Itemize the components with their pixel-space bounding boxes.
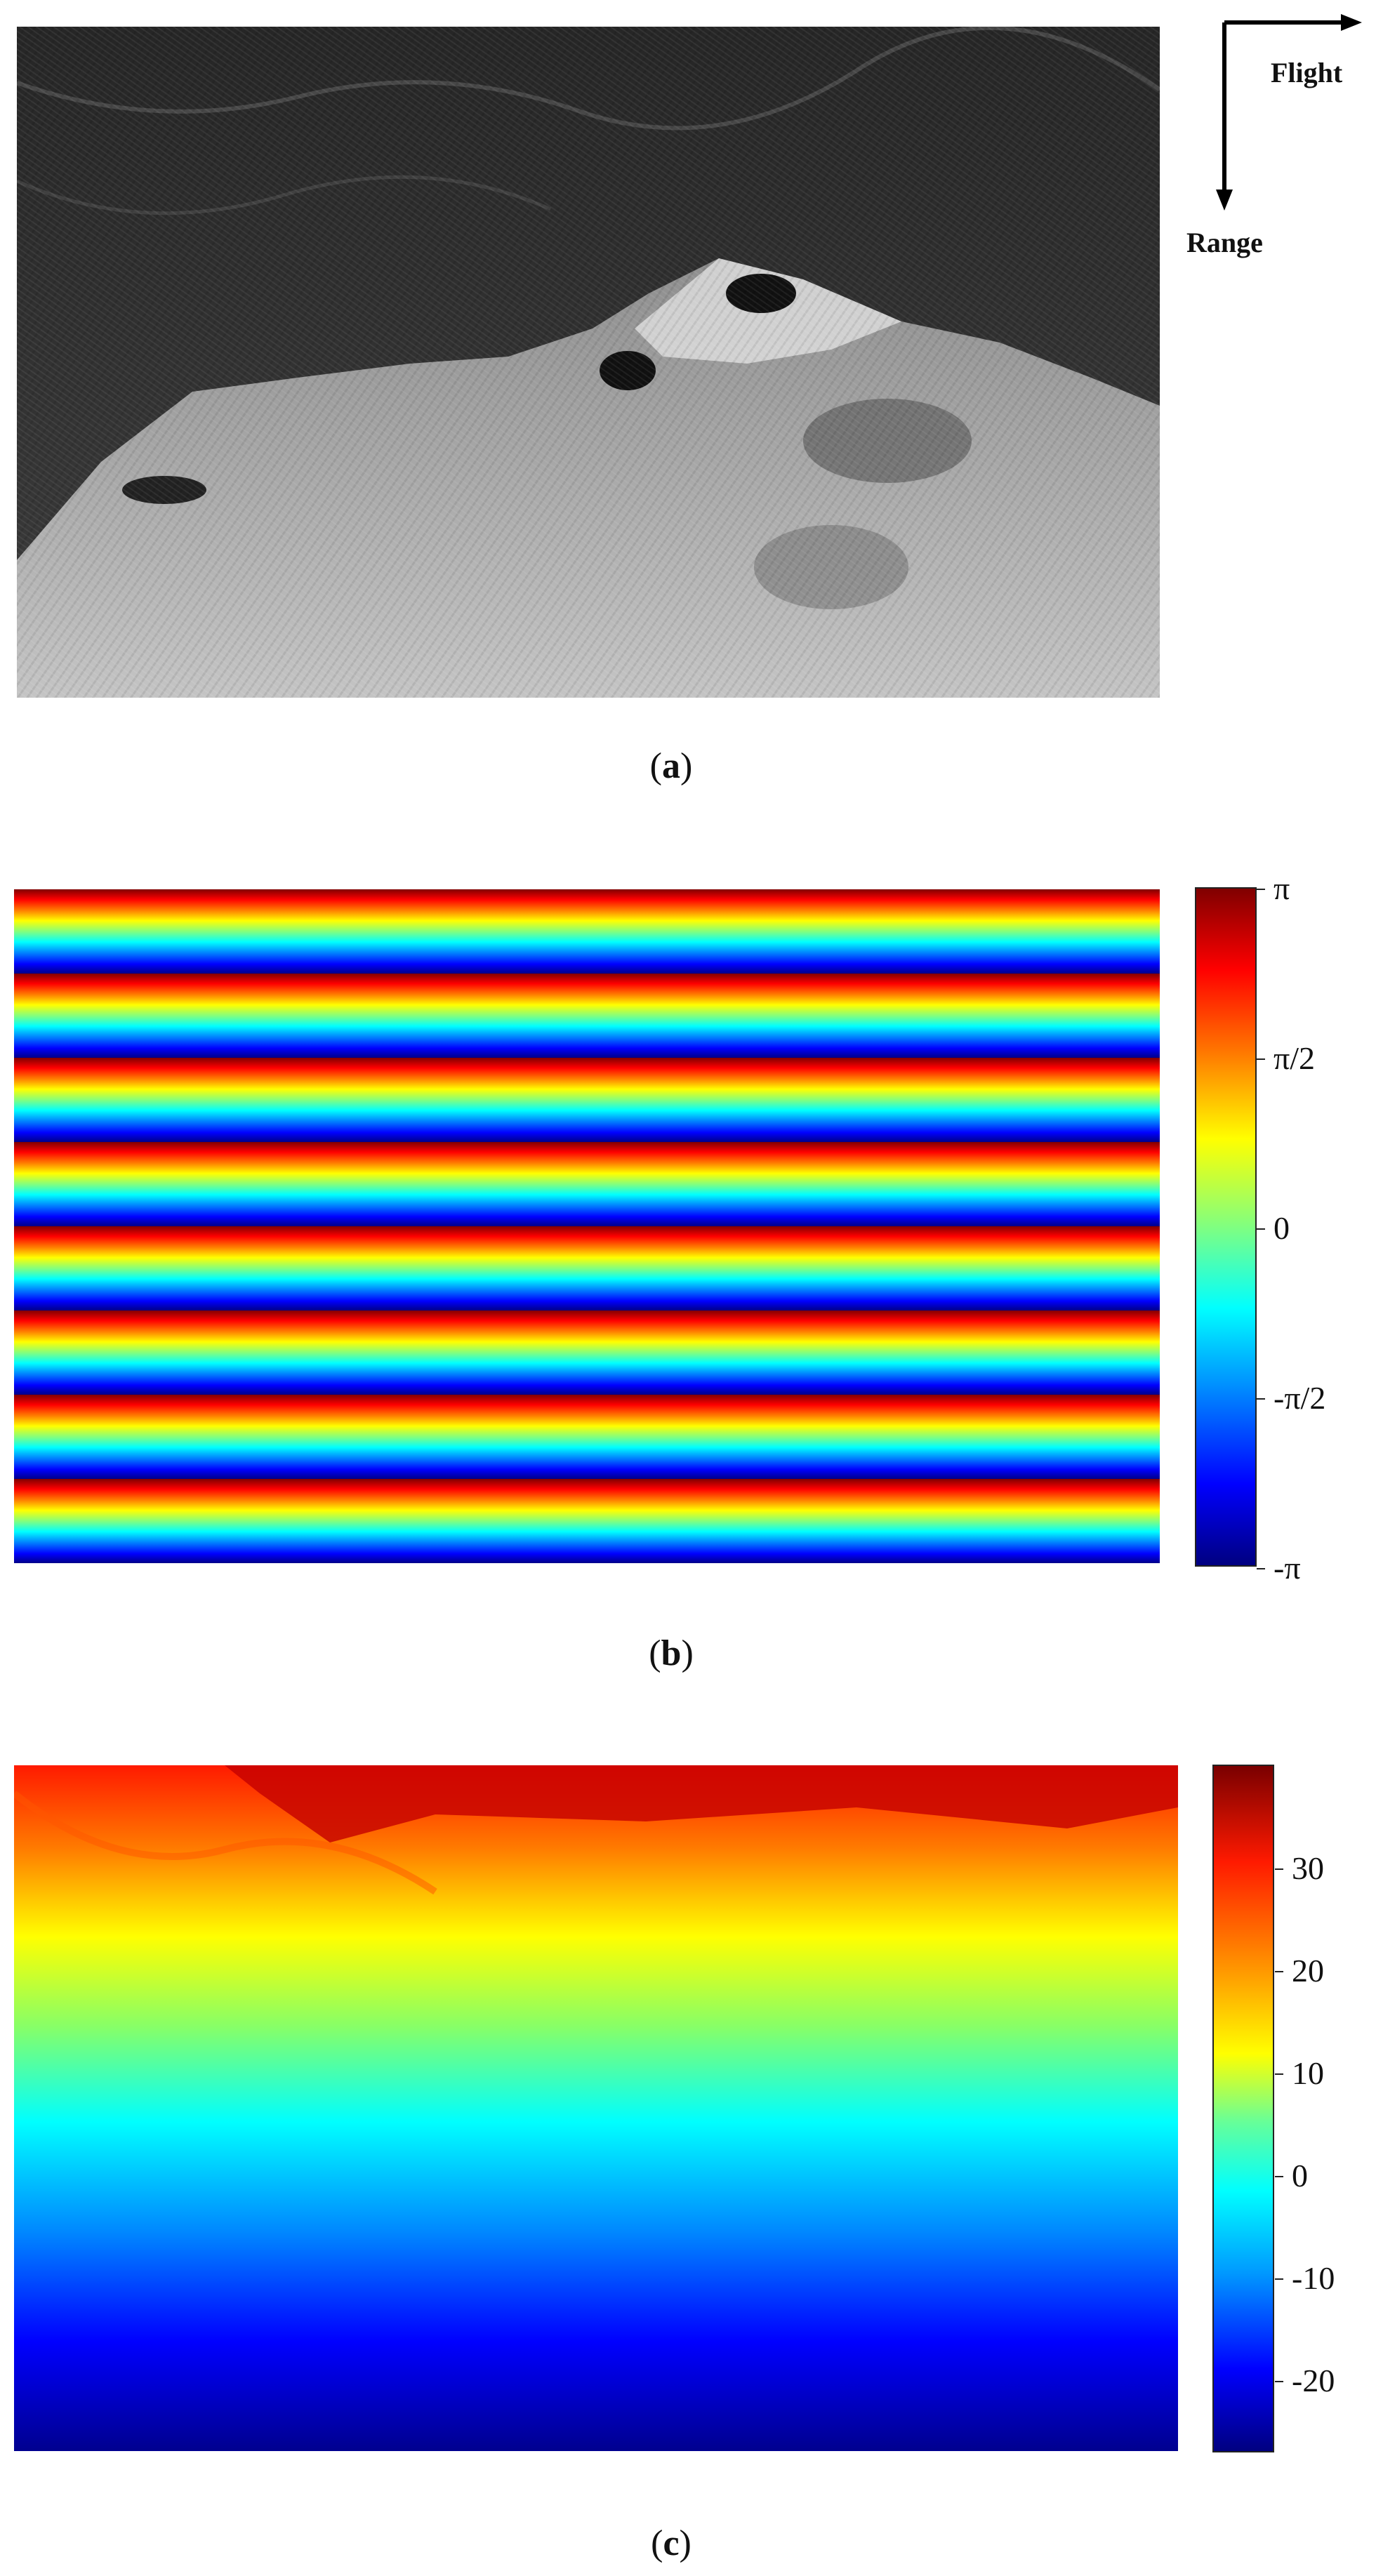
phase-colorbar-tick: -π [1257, 1550, 1301, 1586]
fringe-band [14, 1142, 1160, 1227]
caption-close-paren: ) [681, 1633, 694, 1673]
sar-dark-patch [754, 525, 908, 609]
unwrapped-colorbar-tick: 10 [1275, 2055, 1324, 2091]
wrapped-phase-image [14, 889, 1160, 1563]
fringe-band [14, 1226, 1160, 1311]
unwrapped-colorbar-tick: 30 [1275, 1850, 1324, 1886]
flight-label: Flight [1271, 57, 1343, 88]
sar-ridge-line [17, 27, 1160, 131]
phase-colorbar-tick: π [1256, 870, 1290, 906]
sar-dark-spot [122, 476, 206, 504]
fringe-band [14, 1058, 1160, 1143]
range-label: Range [1186, 227, 1263, 258]
caption-letter: a [662, 746, 680, 786]
fringe-band [14, 974, 1160, 1058]
flight-direction-arrow-icon [1224, 14, 1362, 31]
caption-open-paren: ( [649, 1633, 661, 1673]
caption-a: (a) [601, 745, 741, 788]
caption-letter: c [663, 2523, 680, 2563]
phase-colorbar-tick: 0 [1257, 1210, 1290, 1246]
caption-close-paren: ) [679, 2523, 692, 2563]
phase-colorbar [1195, 887, 1257, 1567]
sar-speckle-texture [17, 27, 1160, 698]
phase-colorbar-tick: π/2 [1256, 1040, 1316, 1076]
sar-amplitude-svg [17, 27, 1160, 698]
sar-dark-spot [726, 274, 796, 313]
sar-dark-spot [600, 351, 656, 390]
sar-ridge-line [17, 175, 552, 215]
unwrapped-colorbar-tick: 20 [1275, 1953, 1324, 1989]
unwrapped-phase-svg [14, 1765, 1178, 2451]
caption-letter: b [661, 1633, 682, 1673]
wrapped-phase-svg [14, 889, 1160, 1563]
range-direction-arrow-icon [1216, 22, 1233, 211]
unwrapped-terrain-artifact [14, 1791, 437, 1895]
unwrapped-colorbar [1212, 1765, 1274, 2452]
sar-amplitude-image [17, 27, 1160, 698]
unwrapped-high-region [225, 1765, 1178, 1843]
caption-open-paren: ( [651, 2523, 663, 2563]
fringe-band [14, 889, 1160, 974]
fringe-band [14, 1310, 1160, 1395]
unwrapped-phase-image [14, 1765, 1178, 2451]
fringe-band [14, 1479, 1160, 1563]
sar-dark-patch [803, 399, 972, 483]
unwrapped-colorbar-tick: -10 [1274, 2260, 1335, 2296]
caption-c: (c) [601, 2523, 741, 2565]
unwrapped-colorbar-tick: 0 [1275, 2158, 1308, 2193]
unwrapped-colorbar-tick: -20 [1274, 2363, 1335, 2398]
fringe-band [14, 1395, 1160, 1480]
direction-arrows [1216, 14, 1362, 211]
caption-open-paren: ( [649, 746, 662, 786]
unwrapped-phase-field [14, 1765, 1178, 2451]
phase-colorbar-tick: -π/2 [1256, 1380, 1326, 1416]
caption-b: (b) [601, 1633, 741, 1675]
fringe-bands [14, 889, 1160, 1563]
caption-close-paren: ) [680, 746, 693, 786]
